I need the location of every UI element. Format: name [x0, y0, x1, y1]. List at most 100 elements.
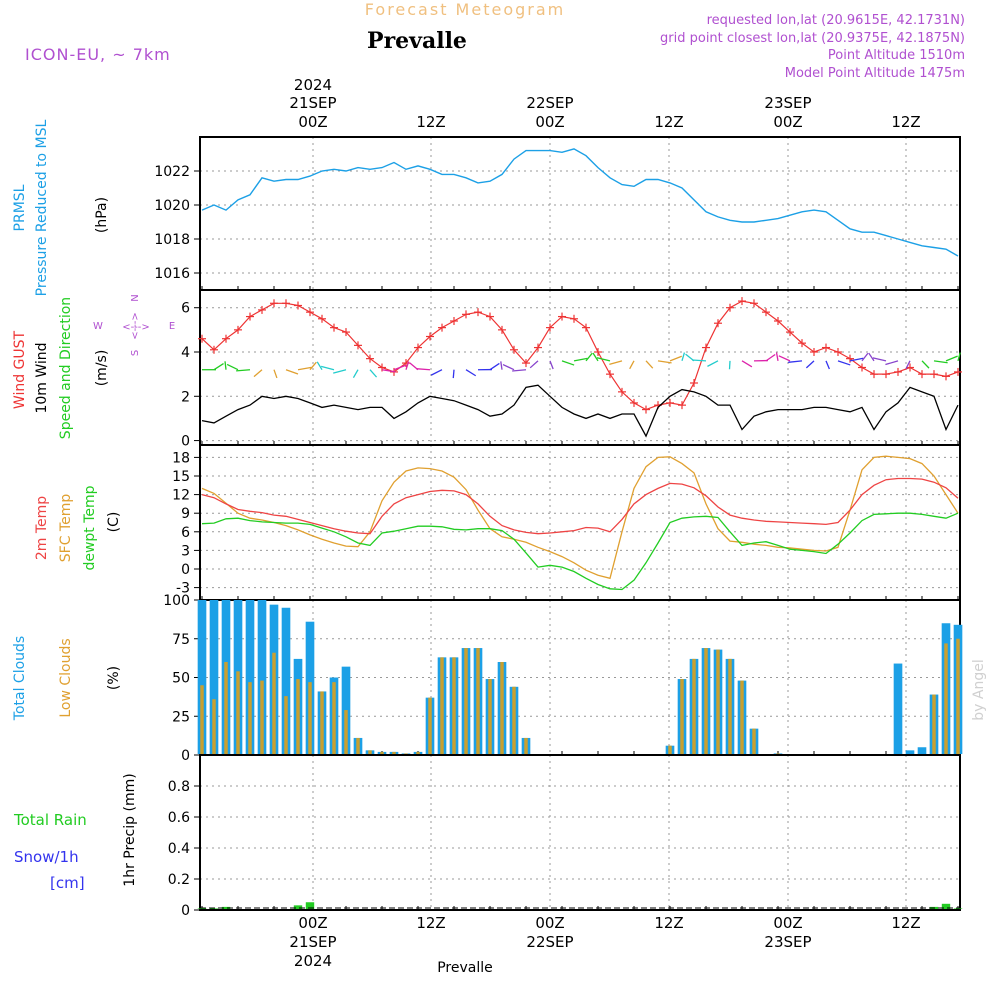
wind-arrow: [657, 360, 672, 364]
top-time-label: 12Z: [891, 113, 920, 131]
wind-arrow: [645, 360, 654, 369]
total-cloud-bar: [197, 600, 207, 754]
bottom-time-label: 00Z: [298, 914, 327, 932]
requested-coords: requested lon,lat (20.9615E, 42.1731N): [707, 13, 965, 28]
wind-arrow: [775, 352, 779, 361]
top-time-label: 00Z: [298, 113, 327, 131]
footer-place: Prevalle: [437, 960, 493, 976]
y-tick-label: 6: [181, 301, 190, 317]
wind-unit: (m/s): [94, 350, 110, 387]
low-cloud-bar: [224, 662, 228, 754]
wind-arrow: [872, 357, 887, 362]
rain-bar: [209, 908, 219, 909]
low-cloud-bar: [776, 753, 780, 754]
compass-n: N: [130, 294, 141, 301]
y-tick-label: 1022: [154, 164, 190, 180]
top-date-label: 23SEP: [764, 94, 811, 112]
wind-arrow: [273, 369, 278, 379]
bottom-time-label: 00Z: [535, 914, 564, 932]
precip-unit: 1hr Precip (mm): [122, 773, 138, 886]
credit-label: by Angel: [971, 659, 987, 720]
y-tick-label: 0: [181, 903, 190, 919]
low-cloud-bar: [236, 671, 240, 754]
low-cloud-bar: [248, 682, 252, 754]
top-time-label: 12Z: [654, 113, 683, 131]
low-cloud-bar: [416, 751, 420, 754]
compass-w: W: [93, 321, 103, 332]
temp-side-labels: 2m Temp SFC Temp dewpt Temp (C): [34, 485, 122, 570]
rain-bar: [293, 905, 303, 909]
bottom-time-label: 00Z: [773, 914, 802, 932]
clouds-unit: (%): [106, 666, 122, 690]
wind-arrow: [707, 360, 719, 367]
snow-label: Snow/1h: [14, 848, 79, 866]
y-tick-label: 2: [181, 389, 190, 405]
wind-arrow: [297, 366, 312, 371]
total-cloud-bar: [905, 750, 915, 754]
wind-arrow: [285, 369, 299, 375]
low-cloud-bar: [752, 728, 756, 754]
y-tick-label: 3: [181, 543, 190, 559]
rain-bar: [197, 908, 207, 909]
y-tick-label: 12: [172, 488, 190, 504]
wind-arrow: [236, 369, 251, 372]
prmsl-label: PRMSL: [12, 184, 28, 231]
wind-label: 10m Wind: [34, 342, 50, 413]
wind-arrow: [416, 368, 431, 371]
wind-arrow: [381, 369, 396, 373]
low-cloud-bar: [308, 682, 312, 754]
sfc-temp-line: [201, 455, 959, 580]
low-cloud-bar: [344, 710, 348, 754]
bottom-date-label: 23SEP: [764, 933, 811, 951]
low-cloud-bar: [716, 649, 720, 754]
panel-frame: [199, 754, 961, 911]
low-cloud-bar: [284, 696, 288, 754]
low-cloud-bar: [668, 745, 672, 754]
wind-arrow: [430, 369, 443, 376]
low-cloud-bar: [728, 658, 732, 754]
low-cloud-bar: [932, 694, 936, 754]
wind-arrow: [629, 360, 635, 370]
wind-arrow: [226, 363, 239, 371]
wind-arrow: [585, 352, 593, 362]
panel-frame: [199, 136, 961, 291]
top-date-label: 22SEP: [526, 94, 573, 112]
low-clouds-label: Low Clouds: [58, 638, 74, 717]
top-year-label: 2024: [294, 76, 332, 94]
wind-arrow: [609, 360, 623, 366]
wind-arrow: [512, 369, 527, 372]
y-tick-label: 18: [172, 450, 190, 466]
rain-bar: [221, 906, 231, 909]
low-cloud-bar: [392, 751, 396, 754]
wind-arrow: [405, 361, 410, 370]
panels: 10161018102010220246-3036912151802550751…: [154, 136, 963, 919]
y-tick-label: 1018: [154, 232, 190, 248]
y-tick-label: 9: [181, 506, 190, 522]
low-cloud-bar: [260, 680, 264, 754]
model-altitude: Model Point Altitude 1475m: [785, 66, 965, 81]
wind-arrow: [333, 369, 347, 374]
low-cloud-bar: [512, 686, 516, 754]
dewpt-label: dewpt Temp: [82, 485, 98, 570]
wind-arrow: [778, 355, 791, 362]
wind-panel: 0 2 4 6: [181, 289, 962, 450]
total-cloud-bar: [281, 607, 291, 754]
wind-arrow: [500, 361, 503, 370]
bottom-time-label: 12Z: [654, 914, 683, 932]
gust-label: Wind GUST: [12, 330, 28, 409]
wind-speed-line: [201, 384, 959, 438]
y-tick-label: 0: [181, 562, 190, 578]
wind-arrow: [369, 369, 378, 378]
temperature-panel: -3 0 3 6 9 12 15 18: [172, 444, 961, 601]
temp-unit: (C): [106, 512, 122, 533]
wind-arrow: [861, 352, 869, 362]
low-cloud-bar: [380, 751, 384, 754]
wind-arrow: [921, 360, 930, 369]
rain-bar: [953, 908, 963, 909]
total-cloud-bar: [209, 600, 219, 754]
low-cloud-bar: [524, 737, 528, 754]
y-tick-label: 0.2: [168, 872, 190, 888]
wind-arrow: [213, 363, 224, 371]
wind-arrow: [741, 360, 753, 368]
